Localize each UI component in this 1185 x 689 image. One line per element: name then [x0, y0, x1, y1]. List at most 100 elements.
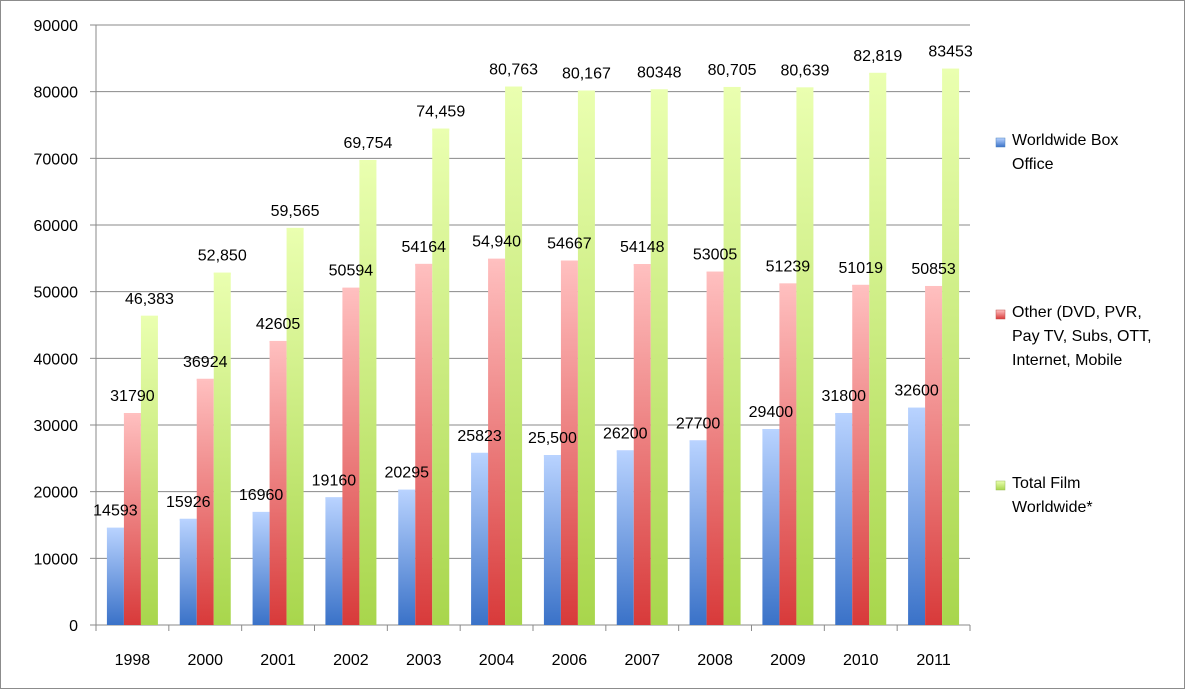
bar-top-highlight — [106, 527, 124, 530]
x-tick-label: 2004 — [479, 652, 515, 669]
bar-top-highlight — [342, 287, 360, 290]
bar-top-highlight — [123, 413, 141, 416]
data-label: 25,500 — [528, 430, 577, 447]
y-tick-label: 0 — [69, 618, 78, 635]
x-tick-label: 2008 — [697, 652, 733, 669]
data-label: 32600 — [894, 383, 939, 400]
legend-label: Worldwide Box — [1012, 132, 1118, 149]
data-label: 69,754 — [343, 135, 392, 152]
legend-swatch — [995, 309, 1006, 320]
y-tick-label: 20000 — [34, 485, 79, 502]
bar-top-highlight — [359, 159, 377, 162]
bar-1-2007 — [633, 264, 651, 625]
bar-top-highlight — [689, 440, 707, 443]
bar-top-highlight — [925, 285, 943, 288]
bar-top-highlight — [269, 340, 287, 343]
y-tick-label: 50000 — [34, 285, 79, 302]
data-label: 14593 — [93, 503, 138, 520]
x-tick-label: 2006 — [552, 652, 588, 669]
bar-top-highlight — [869, 72, 887, 75]
bar-2-2006 — [577, 90, 595, 625]
data-label: 80,705 — [708, 62, 757, 79]
y-axis: 0 10000 20000 30000 40000 50000 60000 70000 8000… — [34, 18, 97, 635]
bar-top-highlight — [488, 258, 506, 261]
legend-label: Internet, Mobile — [1012, 352, 1122, 369]
bar-0-2006 — [543, 455, 561, 625]
bar-2-2000 — [213, 272, 231, 625]
bar-1-2004 — [488, 258, 506, 625]
bar-top-highlight — [942, 68, 960, 71]
bar-2-2003 — [432, 128, 450, 625]
bar-0-2010 — [835, 413, 853, 625]
bar-top-highlight — [252, 511, 270, 514]
data-label: 15926 — [166, 494, 211, 511]
data-label: 54667 — [547, 236, 592, 253]
legend: Worldwide Box Office Other (DVD, PVR, Pay T… — [995, 132, 1152, 516]
bar-top-highlight — [140, 315, 158, 318]
legend-label: Worldwide* — [1012, 499, 1093, 516]
data-label: 31800 — [822, 388, 867, 405]
bar-1-2001 — [269, 340, 287, 625]
bar-top-highlight — [616, 450, 634, 453]
data-label: 36924 — [183, 354, 228, 371]
bar-2-2011 — [942, 68, 960, 625]
x-tick-label: 2002 — [333, 652, 369, 669]
data-label: 29400 — [749, 404, 794, 421]
x-tick-label: 2009 — [770, 652, 806, 669]
bar-1-2009 — [779, 283, 797, 625]
data-label: 83453 — [928, 44, 973, 61]
bar-2-2004 — [505, 86, 523, 625]
x-tick-label: 2001 — [260, 652, 296, 669]
bar-1-2006 — [560, 260, 578, 625]
data-label: 31790 — [110, 388, 155, 405]
data-label: 26200 — [603, 425, 648, 442]
data-label: 59,565 — [271, 203, 320, 220]
y-tick-label: 30000 — [34, 418, 79, 435]
x-tick-label: 2007 — [624, 652, 660, 669]
data-label: 51019 — [839, 260, 884, 277]
bar-2-1998 — [140, 315, 158, 625]
x-tick-label: 2003 — [406, 652, 442, 669]
data-label: 51239 — [766, 258, 811, 275]
data-label: 53005 — [693, 247, 738, 264]
bar-0-2011 — [908, 407, 926, 625]
bar-0-2002 — [325, 497, 343, 625]
data-label: 80348 — [637, 64, 682, 81]
bar-1-2003 — [415, 263, 433, 625]
x-tick-label: 2000 — [187, 652, 223, 669]
bar-0-2009 — [762, 429, 780, 625]
legend-label: Total Film — [1012, 475, 1080, 492]
bar-1-2000 — [196, 378, 214, 625]
x-axis: 1998 2000 2001 2002 2003 2004 2006 2007 2008 2009… — [95, 624, 971, 669]
bar-2-2008 — [723, 86, 741, 625]
bar-top-highlight — [852, 284, 870, 287]
bar-0-2007 — [616, 450, 634, 625]
data-label: 42605 — [256, 316, 301, 333]
bar-top-highlight — [650, 89, 668, 92]
legend-label: Pay TV, Subs, OTT, — [1012, 328, 1152, 345]
bar-top-highlight — [633, 264, 651, 267]
bar-top-highlight — [325, 497, 343, 500]
x-tick-label: 2011 — [916, 652, 951, 669]
data-label: 74,459 — [416, 104, 465, 121]
data-label: 80,763 — [489, 62, 538, 79]
y-tick-label: 60000 — [34, 218, 79, 235]
bar-top-highlight — [560, 260, 578, 263]
bar-top-highlight — [398, 489, 416, 492]
legend-label: Office — [1012, 156, 1054, 173]
legend-swatch — [995, 137, 1006, 148]
bars — [106, 68, 960, 625]
bar-top-highlight — [908, 407, 926, 410]
bar-top-highlight — [505, 86, 523, 89]
data-label: 27700 — [676, 415, 721, 432]
legend-swatch — [995, 480, 1006, 491]
bar-top-highlight — [835, 413, 853, 415]
bar-top-highlight — [762, 429, 780, 431]
data-label: 54148 — [620, 239, 665, 256]
y-tick-label: 90000 — [34, 18, 79, 35]
bar-1-2010 — [852, 284, 870, 625]
data-label: 16960 — [239, 487, 284, 504]
y-tick-label: 80000 — [34, 85, 79, 102]
bar-0-2000 — [179, 518, 197, 625]
